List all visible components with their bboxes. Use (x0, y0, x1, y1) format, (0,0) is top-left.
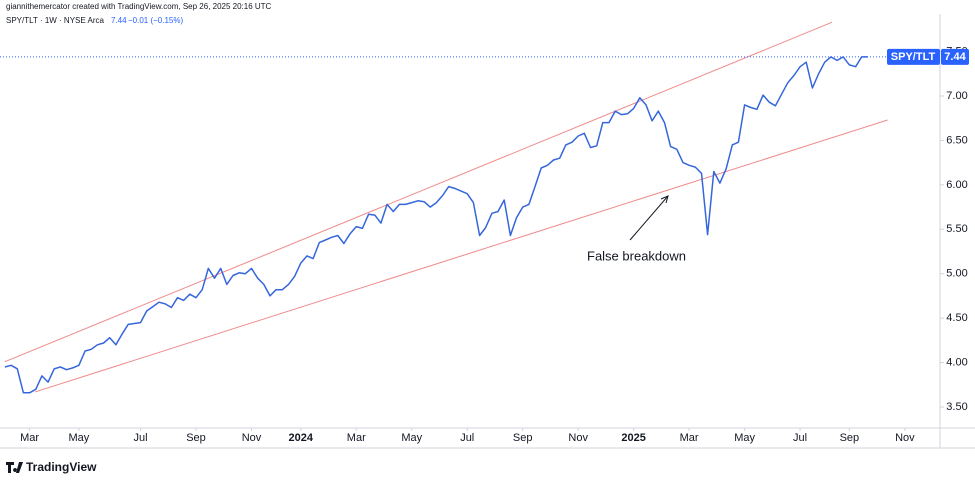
credit: giannithemercator created with TradingVi… (6, 2, 272, 11)
y-tick-label: 6.00 (946, 179, 967, 191)
arrow-head (660, 195, 669, 204)
x-tick-label: Sep (513, 432, 533, 444)
price-line (4, 56, 868, 394)
x-tick-label: Mar (20, 432, 39, 444)
x-tick-label: 2024 (289, 432, 314, 444)
x-tick-label: Sep (186, 432, 206, 444)
trendline (34, 119, 888, 393)
x-tick-label: Jul (460, 432, 474, 444)
price-label: 7.44 (944, 51, 966, 63)
logo-text: TradingView (26, 460, 97, 474)
logo: TradingView (6, 460, 97, 474)
x-tick-label: Nov (242, 432, 262, 444)
y-tick-label: 7.00 (946, 90, 967, 102)
x-tick-label: Mar (680, 432, 699, 444)
symbol-box (887, 48, 940, 65)
trendline (4, 21, 833, 363)
legend-change: −0.01 (−0.15%) (128, 16, 183, 25)
x-tick-label: 2025 (621, 432, 645, 444)
x-tick-label: Jul (134, 432, 148, 444)
y-tick-label: 6.50 (946, 134, 967, 146)
y-tick-label: 5.00 (946, 268, 967, 280)
y-tick-label: 4.50 (946, 312, 967, 324)
x-tick-label: Mar (347, 432, 366, 444)
x-tick-label: May (734, 432, 755, 444)
plot (0, 21, 940, 394)
logo-icon (6, 462, 23, 473)
legend-symbol: SPY/TLT · 1W · NYSE Arca (6, 16, 105, 25)
y-tick-label: 5.50 (946, 223, 967, 235)
legend-last: 7.44 (111, 16, 127, 25)
symbol-label: SPY/TLT (891, 51, 936, 63)
x-tick-label: Nov (568, 432, 588, 444)
price-box (941, 48, 969, 65)
y-tick-label: 4.00 (946, 356, 967, 368)
x-tick-label: Jul (793, 432, 807, 444)
y-tick-label: 3.50 (946, 401, 967, 413)
x-tick-label: Sep (840, 432, 860, 444)
x-tick-label: Nov (895, 432, 915, 444)
x-tick-label: May (69, 432, 90, 444)
x-tick-label: May (401, 432, 422, 444)
annotation: False breakdown (587, 248, 686, 263)
annotation-arrow (629, 195, 669, 241)
